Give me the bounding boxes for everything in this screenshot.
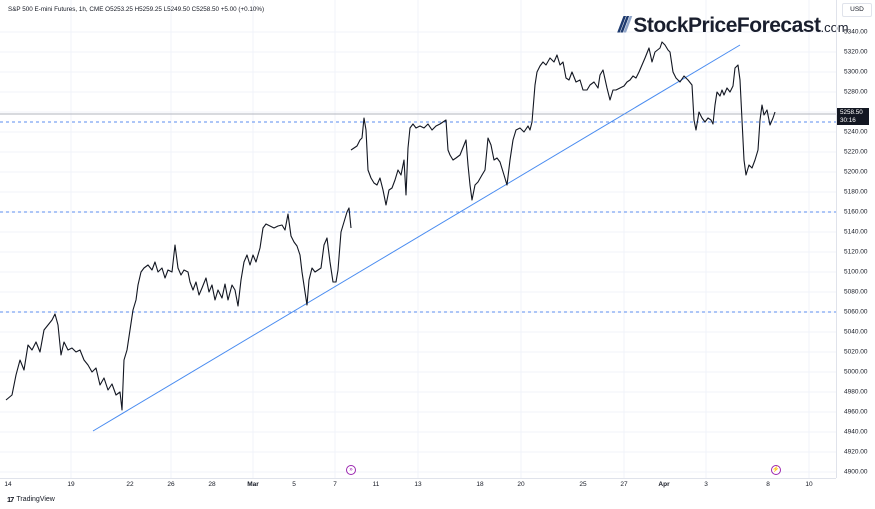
earnings-event-icon[interactable]: ⚡ <box>771 465 781 475</box>
x-tick: 13 <box>414 481 422 488</box>
grid <box>0 0 836 478</box>
x-tick: 10 <box>805 481 813 488</box>
tradingview-label: TradingView <box>16 496 55 503</box>
x-tick: 3 <box>704 481 708 488</box>
y-tick: 4900.00 <box>844 468 868 476</box>
y-tick: 5020.00 <box>844 348 868 356</box>
x-tick: 7 <box>333 481 337 488</box>
y-tick: 5220.00 <box>844 148 868 156</box>
x-tick: 5 <box>292 481 296 488</box>
x-tick: 14 <box>4 481 12 488</box>
price-series <box>5 207 352 411</box>
x-tick: 18 <box>476 481 484 488</box>
x-tick: 27 <box>620 481 628 488</box>
y-tick: 5200.00 <box>844 168 868 176</box>
x-tick: Apr <box>658 481 670 488</box>
stockpriceforecast-logo: /// StockPriceForecast .com <box>618 12 849 38</box>
y-tick: 4920.00 <box>844 448 868 456</box>
y-tick: 5320.00 <box>844 48 868 56</box>
logo-tld: .com <box>820 20 849 35</box>
x-tick: 19 <box>67 481 75 488</box>
price-axis[interactable] <box>836 0 875 478</box>
x-tick: 22 <box>126 481 134 488</box>
y-tick: 5160.00 <box>844 208 868 216</box>
y-tick: 5340.00 <box>844 28 868 36</box>
time-axis[interactable] <box>0 478 836 493</box>
x-tick: 25 <box>579 481 587 488</box>
y-tick: 4980.00 <box>844 388 868 396</box>
y-tick: 4940.00 <box>844 428 868 436</box>
tradingview-logo[interactable]: 17 TradingView <box>7 495 55 504</box>
x-tick: 28 <box>208 481 216 488</box>
chart-plot-area[interactable] <box>0 0 836 478</box>
symbol-legend: S&P 500 E-mini Futures, 1h, CME O5253.25… <box>8 6 265 13</box>
logo-brand: StockPriceForecast <box>633 14 821 37</box>
tradingview-mark-icon: 17 <box>7 495 14 504</box>
x-tick: 11 <box>372 481 380 488</box>
dividend-event-icon[interactable]: » <box>346 465 356 475</box>
y-tick: 5120.00 <box>844 248 868 256</box>
y-tick: 5100.00 <box>844 268 868 276</box>
y-tick: 5040.00 <box>844 328 868 336</box>
price-series-gap <box>350 41 776 206</box>
y-tick: 5080.00 <box>844 288 868 296</box>
current-price-label: 5258.50 30:16 <box>837 108 869 125</box>
y-tick: 5000.00 <box>844 368 868 376</box>
logo-slashes-icon: /// <box>618 12 630 37</box>
y-tick: 5180.00 <box>844 188 868 196</box>
price-chart[interactable] <box>0 0 836 478</box>
bar-countdown: 30:16 <box>840 117 856 124</box>
y-tick: 5300.00 <box>844 68 868 76</box>
trendline <box>92 44 741 432</box>
y-tick: 5240.00 <box>844 128 868 136</box>
y-tick: 5280.00 <box>844 88 868 96</box>
x-tick: Mar <box>247 481 259 488</box>
x-tick: 26 <box>167 481 175 488</box>
currency-button[interactable]: USD <box>842 3 872 17</box>
y-tick: 5140.00 <box>844 228 868 236</box>
x-tick: 20 <box>517 481 525 488</box>
y-tick: 4960.00 <box>844 408 868 416</box>
y-tick: 5060.00 <box>844 308 868 316</box>
x-tick: 8 <box>766 481 770 488</box>
current-price: 5258.50 <box>840 109 863 116</box>
